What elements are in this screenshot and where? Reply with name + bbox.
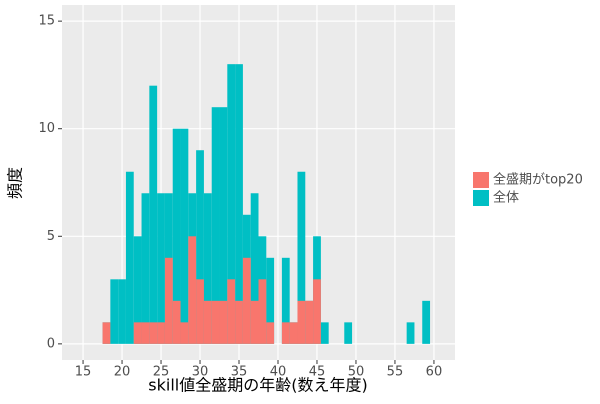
bar	[235, 64, 243, 344]
x-tick-label: 20	[114, 365, 131, 380]
bar	[305, 300, 314, 344]
bar	[344, 322, 353, 344]
x-tick-label: 40	[270, 365, 287, 380]
y-tick-label: 10	[38, 121, 55, 136]
bar	[219, 107, 228, 344]
bar	[258, 279, 267, 344]
bar	[211, 300, 220, 344]
x-tick-label: 15	[75, 365, 92, 380]
bar	[266, 257, 275, 344]
bar	[227, 64, 236, 344]
y-tick-label: 15	[38, 14, 55, 29]
bar	[133, 236, 142, 344]
bar	[235, 300, 243, 344]
bar	[219, 300, 228, 344]
y-tick-label: 5	[47, 229, 55, 244]
bar	[149, 85, 158, 344]
x-axis-label: skill値全盛期の年齢(数え年度)	[148, 376, 367, 395]
bar	[320, 322, 329, 344]
bar	[281, 322, 290, 344]
bar	[149, 322, 158, 344]
bar	[250, 193, 259, 344]
bar	[297, 171, 306, 344]
bar	[141, 193, 150, 344]
legend-key	[473, 190, 489, 206]
bar	[164, 257, 173, 344]
x-tick-label: 55	[387, 365, 404, 380]
bar	[211, 107, 220, 344]
bar	[250, 300, 259, 344]
x-tick-label: 50	[348, 365, 365, 380]
bar	[188, 236, 197, 344]
bar	[266, 322, 275, 344]
bar	[227, 279, 236, 344]
legend-label: 全盛期がtop20	[493, 172, 583, 188]
bar	[102, 322, 111, 344]
legend-label: 全体	[493, 190, 519, 206]
bar	[313, 279, 321, 344]
bar	[196, 150, 204, 344]
legend-key	[473, 172, 489, 188]
bar	[289, 322, 298, 344]
bar	[118, 279, 126, 344]
bar	[125, 171, 134, 344]
x-tick-label: 35	[231, 365, 248, 380]
bar	[281, 257, 290, 344]
x-tick-label: 30	[192, 365, 209, 380]
bar	[196, 279, 204, 344]
bar	[203, 300, 212, 344]
bar	[203, 193, 212, 344]
y-axis-label: 頻度	[6, 167, 25, 199]
bar	[141, 322, 150, 344]
bar	[172, 300, 181, 344]
bar	[406, 322, 415, 344]
bar	[172, 128, 181, 344]
bar	[297, 300, 306, 344]
bar	[133, 322, 142, 344]
y-tick-label: 0	[47, 336, 55, 351]
bar	[157, 193, 165, 344]
bar	[180, 128, 189, 344]
bar	[180, 322, 189, 344]
bar	[110, 279, 119, 344]
x-tick-label: 25	[153, 365, 170, 380]
x-tick-label: 45	[309, 365, 326, 380]
bar	[422, 300, 431, 344]
bar	[242, 257, 251, 344]
bar	[157, 322, 165, 344]
x-tick-label: 60	[426, 365, 443, 380]
